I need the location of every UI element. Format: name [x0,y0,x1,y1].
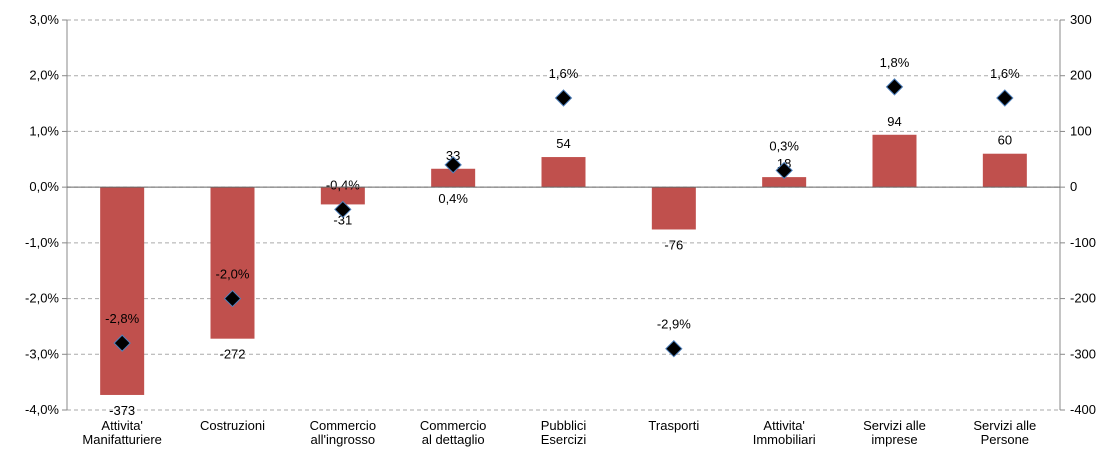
y2-tick-label: 300 [1070,12,1092,27]
y-tick-label: -3,0% [25,346,59,361]
bar [100,187,145,395]
x-tick-label: Servizi alle Persone [973,418,1036,447]
y-tick-label: 1,0% [29,123,59,138]
marker [334,200,352,219]
x-tick-label: Attivita' Manifatturiere [82,418,161,447]
y2-tick-label: -400 [1070,402,1096,417]
y2-tick-label: -200 [1070,291,1096,306]
bar [320,187,365,205]
marker-label: -2,0% [216,267,250,282]
marker-label: 1,6% [990,66,1020,81]
bar [762,177,807,188]
bar-label: -76 [664,237,683,252]
bar [651,187,696,230]
marker [996,89,1014,107]
marker [775,161,793,180]
marker-label: -2,8% [105,311,139,326]
bar [431,168,476,188]
x-tick-label: Trasporti [648,418,699,433]
marker [444,156,462,174]
bar-label: 94 [887,114,901,129]
marker-label: -0,4% [326,177,360,192]
marker-label: -2,9% [657,317,691,332]
marker [113,334,131,352]
bar-label: 60 [998,133,1012,148]
y2-tick-label: 200 [1070,68,1092,83]
x-tick-label: Commercio all'ingrosso [310,418,376,447]
bar-label: -31 [333,212,352,227]
marker [554,89,573,107]
x-tick-label: Commercio al dettaglio [420,418,486,447]
bar [982,153,1027,188]
marker [223,289,242,308]
bar [210,187,255,339]
y2-tick-label: -300 [1070,346,1096,361]
marker [665,340,683,358]
bar-label: 54 [556,136,570,151]
bar-label: -272 [219,347,245,362]
x-tick-label: Costruzioni [200,418,265,433]
y-tick-label: 3,0% [29,12,59,27]
marker-label: 0,4% [438,191,468,206]
bar-label: 33 [446,148,460,163]
marker-label: 1,6% [549,66,579,81]
x-tick-label: Servizi alle imprese [863,418,926,447]
bar [541,157,586,188]
marker-label: 0,3% [769,138,799,153]
marker-label: 1,8% [880,55,910,70]
bar-label: -373 [109,403,135,418]
y-tick-label: 2,0% [29,68,59,83]
y2-tick-label: -100 [1070,235,1096,250]
y-tick-label: -1,0% [25,235,59,250]
y2-tick-label: 0 [1070,179,1077,194]
marker [885,78,904,96]
y-tick-label: 0,0% [29,179,59,194]
x-tick-label: Attivita' Immobiliari [753,418,816,447]
y2-tick-label: 100 [1070,123,1092,138]
x-tick-label: Pubblici Esercizi [541,418,587,447]
y-tick-label: -2,0% [25,291,59,306]
y-tick-label: -4,0% [25,402,59,417]
bar [872,134,917,188]
